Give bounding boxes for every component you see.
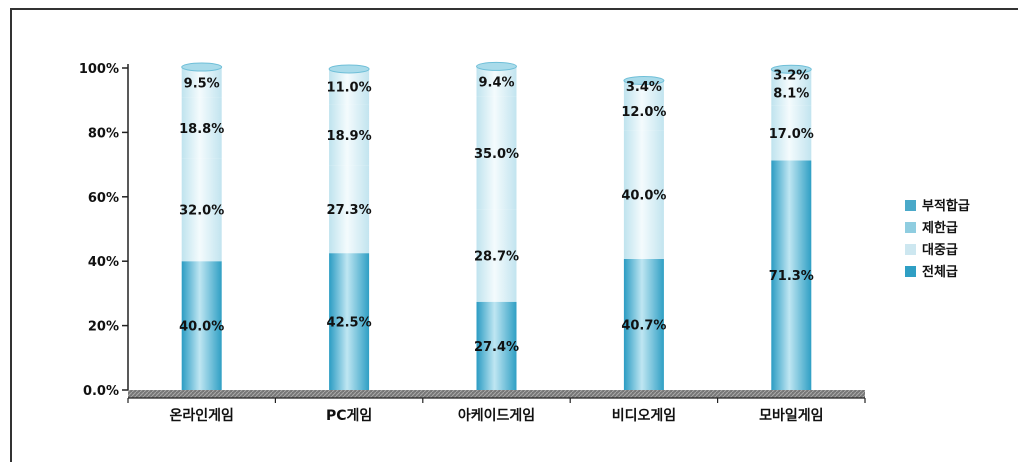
bar-top-cap <box>623 76 665 86</box>
bar-segment <box>771 79 812 106</box>
bar-segment <box>476 96 517 210</box>
bar-segment <box>329 104 370 166</box>
data-label: 3.2% <box>773 68 809 83</box>
bar-segment <box>623 130 664 259</box>
bar-segment <box>771 105 812 161</box>
data-label: 42.5% <box>327 316 372 331</box>
data-label: 9.4% <box>478 76 514 91</box>
labels-layer: 40.0% 32.0% 18.8% 9.5% 42.5% 27.3% 18.9% 11.0% 2… <box>179 68 814 354</box>
chart-floor <box>128 390 865 398</box>
data-label: 11.0% <box>327 81 372 96</box>
bar-segment <box>476 66 517 97</box>
legend-swatch <box>905 200 916 211</box>
data-label: 8.1% <box>773 87 809 102</box>
bar-top-cap <box>770 64 812 74</box>
bars-layer <box>181 61 812 390</box>
bar-segment <box>329 253 370 390</box>
bar-segment <box>329 68 370 105</box>
legend-label: 제한급 <box>922 220 958 236</box>
data-label: 35.0% <box>474 147 519 162</box>
y-tick-label: 40% <box>88 255 119 270</box>
chart-frame <box>10 8 1018 462</box>
bar-segment <box>181 67 222 98</box>
data-label: 17.0% <box>769 127 814 142</box>
bar-segment <box>476 209 517 302</box>
data-label: 27.4% <box>474 340 519 355</box>
data-label: 18.8% <box>179 122 224 137</box>
bar-segment <box>623 80 664 92</box>
legend-label: 대중급 <box>922 243 958 258</box>
data-label: 32.0% <box>179 204 224 219</box>
bar-segment <box>623 91 664 131</box>
bar-segment <box>181 158 222 262</box>
y-tick-label: 60% <box>88 191 119 206</box>
x-tick-label: 비디오게임 <box>612 408 676 424</box>
y-tick-label: 20% <box>88 320 119 335</box>
data-label: 40.0% <box>179 320 224 335</box>
bar-segment <box>771 69 812 80</box>
bar-top-cap <box>328 64 370 74</box>
legend-swatch <box>905 266 916 277</box>
data-label: 71.3% <box>769 269 814 284</box>
bar-segment <box>181 97 222 159</box>
data-label: 40.0% <box>621 189 666 204</box>
bar-top-cap <box>181 62 223 72</box>
axis-layer: 0.0% 20% 40% 60% 80% 100% 온라인게임 PC게임 아케이드게임 비디오게임… <box>79 62 866 424</box>
bar-segment <box>181 261 222 390</box>
x-tick-label: PC게임 <box>326 408 372 424</box>
bar-segment <box>623 258 664 390</box>
data-label: 9.5% <box>184 76 220 91</box>
legend-swatch <box>905 222 916 233</box>
legend-label: 전체급 <box>922 264 958 280</box>
data-label: 12.0% <box>621 105 666 120</box>
bar-top-cap <box>476 61 517 71</box>
x-tick-label: 모바일게임 <box>759 408 823 424</box>
data-label: 18.9% <box>327 129 372 144</box>
legend-label: 부적합급 <box>922 198 970 214</box>
y-tick-label: 0.0% <box>83 384 119 399</box>
x-tick-label: 아케이드게임 <box>458 407 535 424</box>
y-tick-label: 100% <box>79 62 119 77</box>
bar-segment <box>476 301 517 390</box>
legend-swatch <box>905 244 916 255</box>
y-tick-label: 80% <box>88 126 119 141</box>
data-label: 40.7% <box>621 318 666 333</box>
bar-segment <box>329 165 370 254</box>
x-tick-label: 온라인게임 <box>169 407 233 424</box>
data-label: 28.7% <box>474 250 519 265</box>
data-label: 3.4% <box>626 80 662 95</box>
data-label: 27.3% <box>327 203 372 218</box>
bar-segment <box>771 160 812 390</box>
